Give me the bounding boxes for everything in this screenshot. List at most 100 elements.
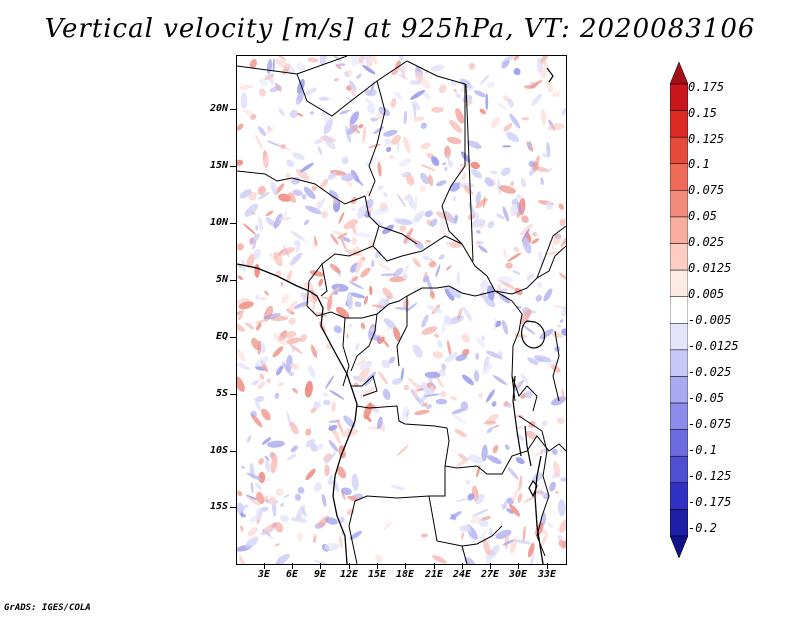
- velocity-patch: [451, 408, 465, 415]
- velocity-patch: [403, 384, 410, 391]
- velocity-patch: [376, 112, 383, 120]
- velocity-patch: [440, 391, 447, 398]
- velocity-patch: [442, 162, 447, 166]
- velocity-patch: [474, 493, 485, 505]
- velocity-patch: [367, 56, 378, 65]
- velocity-patch: [536, 281, 543, 288]
- velocity-patch: [382, 388, 391, 401]
- velocity-patch: [412, 344, 423, 358]
- velocity-patch: [403, 110, 408, 125]
- velocity-patch: [313, 401, 321, 409]
- velocity-patch: [281, 361, 293, 377]
- velocity-patch: [383, 191, 388, 198]
- velocity-patch: [313, 534, 317, 544]
- y-axis-tick: [230, 394, 236, 395]
- lakes: [512, 67, 554, 498]
- velocity-patch: [448, 286, 462, 299]
- velocity-patch: [300, 162, 314, 173]
- velocity-patch: [350, 56, 360, 67]
- velocity-patch: [468, 62, 476, 70]
- y-axis-tick: [230, 109, 236, 110]
- velocity-patch: [371, 259, 375, 268]
- velocity-patch: [285, 172, 291, 182]
- velocity-patch: [321, 493, 327, 507]
- velocity-patch: [315, 197, 326, 213]
- velocity-patch: [257, 381, 266, 390]
- velocity-patch: [560, 235, 566, 248]
- velocity-patch: [502, 539, 515, 546]
- velocity-patch: [522, 236, 532, 254]
- velocity-patch: [495, 529, 512, 540]
- colorbar-label: -0.125: [688, 469, 732, 483]
- velocity-patch: [261, 437, 272, 445]
- velocity-patch: [559, 218, 566, 227]
- velocity-patch: [561, 388, 565, 402]
- velocity-patch: [561, 303, 566, 317]
- velocity-patch: [337, 63, 346, 66]
- velocity-patch: [383, 520, 393, 531]
- velocity-patch: [305, 87, 317, 96]
- velocity-patch: [260, 506, 269, 512]
- velocity-patch: [502, 497, 510, 510]
- velocity-patch: [515, 381, 522, 389]
- velocity-patch: [410, 89, 425, 100]
- velocity-patch: [289, 252, 303, 266]
- velocity-patch: [245, 536, 259, 549]
- colorbar-label: 0.005: [688, 287, 725, 301]
- velocity-patch: [462, 525, 470, 532]
- velocity-patch: [464, 185, 474, 195]
- velocity-patch: [274, 522, 284, 533]
- x-axis-tick: [434, 563, 435, 569]
- velocity-patch: [505, 262, 513, 269]
- velocity-patch: [256, 322, 262, 331]
- velocity-patch: [356, 73, 362, 80]
- velocity-patch: [253, 248, 261, 260]
- velocity-patch: [250, 410, 257, 418]
- velocity-patch: [357, 367, 371, 382]
- velocity-patch: [255, 395, 265, 403]
- velocity-patch: [270, 182, 279, 196]
- velocity-patch: [498, 350, 503, 360]
- velocity-patch: [435, 180, 447, 187]
- colorbar-segment: [670, 323, 688, 351]
- velocity-patch: [280, 502, 284, 507]
- velocity-patch: [372, 218, 383, 226]
- x-axis-tick: [462, 563, 463, 569]
- velocity-patch: [355, 177, 364, 186]
- velocity-patch: [348, 281, 364, 289]
- velocity-patch: [470, 161, 480, 170]
- velocity-patch: [503, 248, 507, 259]
- velocity-patch: [514, 426, 524, 429]
- velocity-patch: [527, 357, 539, 366]
- velocity-patch: [264, 455, 270, 461]
- velocity-patch: [435, 264, 441, 278]
- velocity-patch: [535, 294, 543, 302]
- velocity-patch: [414, 195, 418, 213]
- velocity-patch: [315, 200, 321, 206]
- velocity-patch: [456, 270, 461, 286]
- velocity-patch: [369, 88, 377, 97]
- colorbar-segment: [670, 402, 688, 430]
- velocity-patch: [507, 98, 514, 108]
- velocity-patch: [240, 466, 245, 469]
- velocity-patch: [373, 207, 390, 216]
- velocity-patch: [542, 60, 548, 67]
- colorbar-label: -0.2: [688, 521, 717, 535]
- velocity-patch: [475, 191, 482, 205]
- velocity-patch: [478, 245, 488, 253]
- velocity-patch: [522, 324, 536, 335]
- velocity-patch: [266, 140, 281, 147]
- velocity-patch: [246, 435, 252, 443]
- colorbar-segment: [670, 190, 688, 218]
- velocity-patch: [487, 220, 495, 229]
- velocity-patch: [399, 225, 407, 232]
- x-axis-tick: [405, 563, 406, 569]
- velocity-patch: [347, 495, 359, 502]
- velocity-patch: [412, 258, 421, 268]
- velocity-patch: [540, 177, 544, 186]
- velocity-patch: [364, 56, 370, 67]
- velocity-patch: [296, 62, 307, 72]
- velocity-patch: [237, 321, 246, 332]
- velocity-patch: [295, 100, 301, 105]
- velocity-patch: [277, 382, 285, 387]
